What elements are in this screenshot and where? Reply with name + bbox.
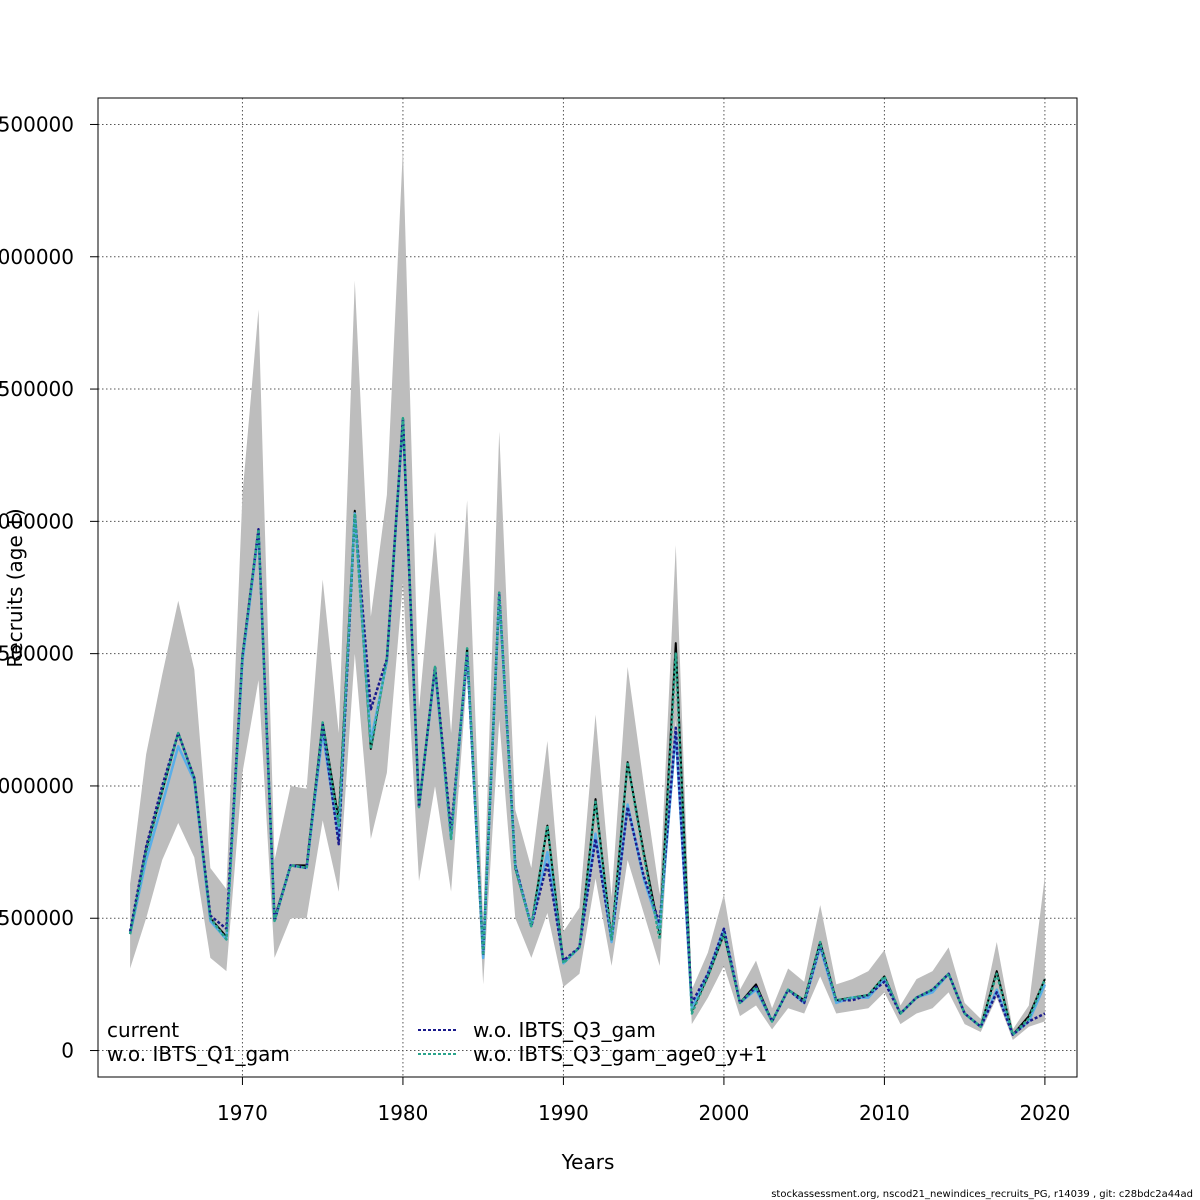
y-tick-label: 1500000 (0, 642, 74, 666)
y-tick-label: 3000000 (0, 245, 74, 269)
footer-note: stockassessment.org, nscod21_newindices_… (771, 1189, 1193, 1200)
x-axis: 1970 1980 1990 2000 2010 2020 (217, 1077, 1070, 1125)
y-tick-label: 2500000 (0, 377, 74, 401)
x-tick-label: 1980 (377, 1101, 428, 1125)
y-axis: 0 500000 1000000 1500000 2000000 2500000 30000… (0, 112, 98, 1063)
series-lines (128, 416, 1047, 1036)
y-tick-label: 0 (61, 1039, 74, 1063)
y-tick-label: 500000 (0, 906, 74, 930)
confidence-band-area (130, 148, 1045, 1040)
x-axis-title: Years (561, 1150, 615, 1174)
legend-label: w.o. IBTS_Q3_gam (473, 1018, 656, 1042)
x-tick-label: 2000 (698, 1101, 749, 1125)
legend-label: w.o. IBTS_Q3_gam_age0_y+1 (473, 1042, 767, 1066)
x-tick-label: 1970 (217, 1101, 268, 1125)
y-tick-label: 2000000 (0, 509, 74, 533)
x-tick-label: 2010 (859, 1101, 910, 1125)
y-tick-label: 1000000 (0, 774, 74, 798)
plot-frame (97, 97, 1078, 1078)
y-tick-label: 3500000 (0, 112, 74, 136)
x-tick-label: 1990 (538, 1101, 589, 1125)
confidence-band (130, 148, 1045, 1040)
y-axis-title: Recruits (age 1) (3, 508, 27, 667)
x-tick-label: 2020 (1019, 1101, 1070, 1125)
legend-label: current (107, 1018, 179, 1042)
legend-label: w.o. IBTS_Q1_gam (107, 1042, 290, 1066)
